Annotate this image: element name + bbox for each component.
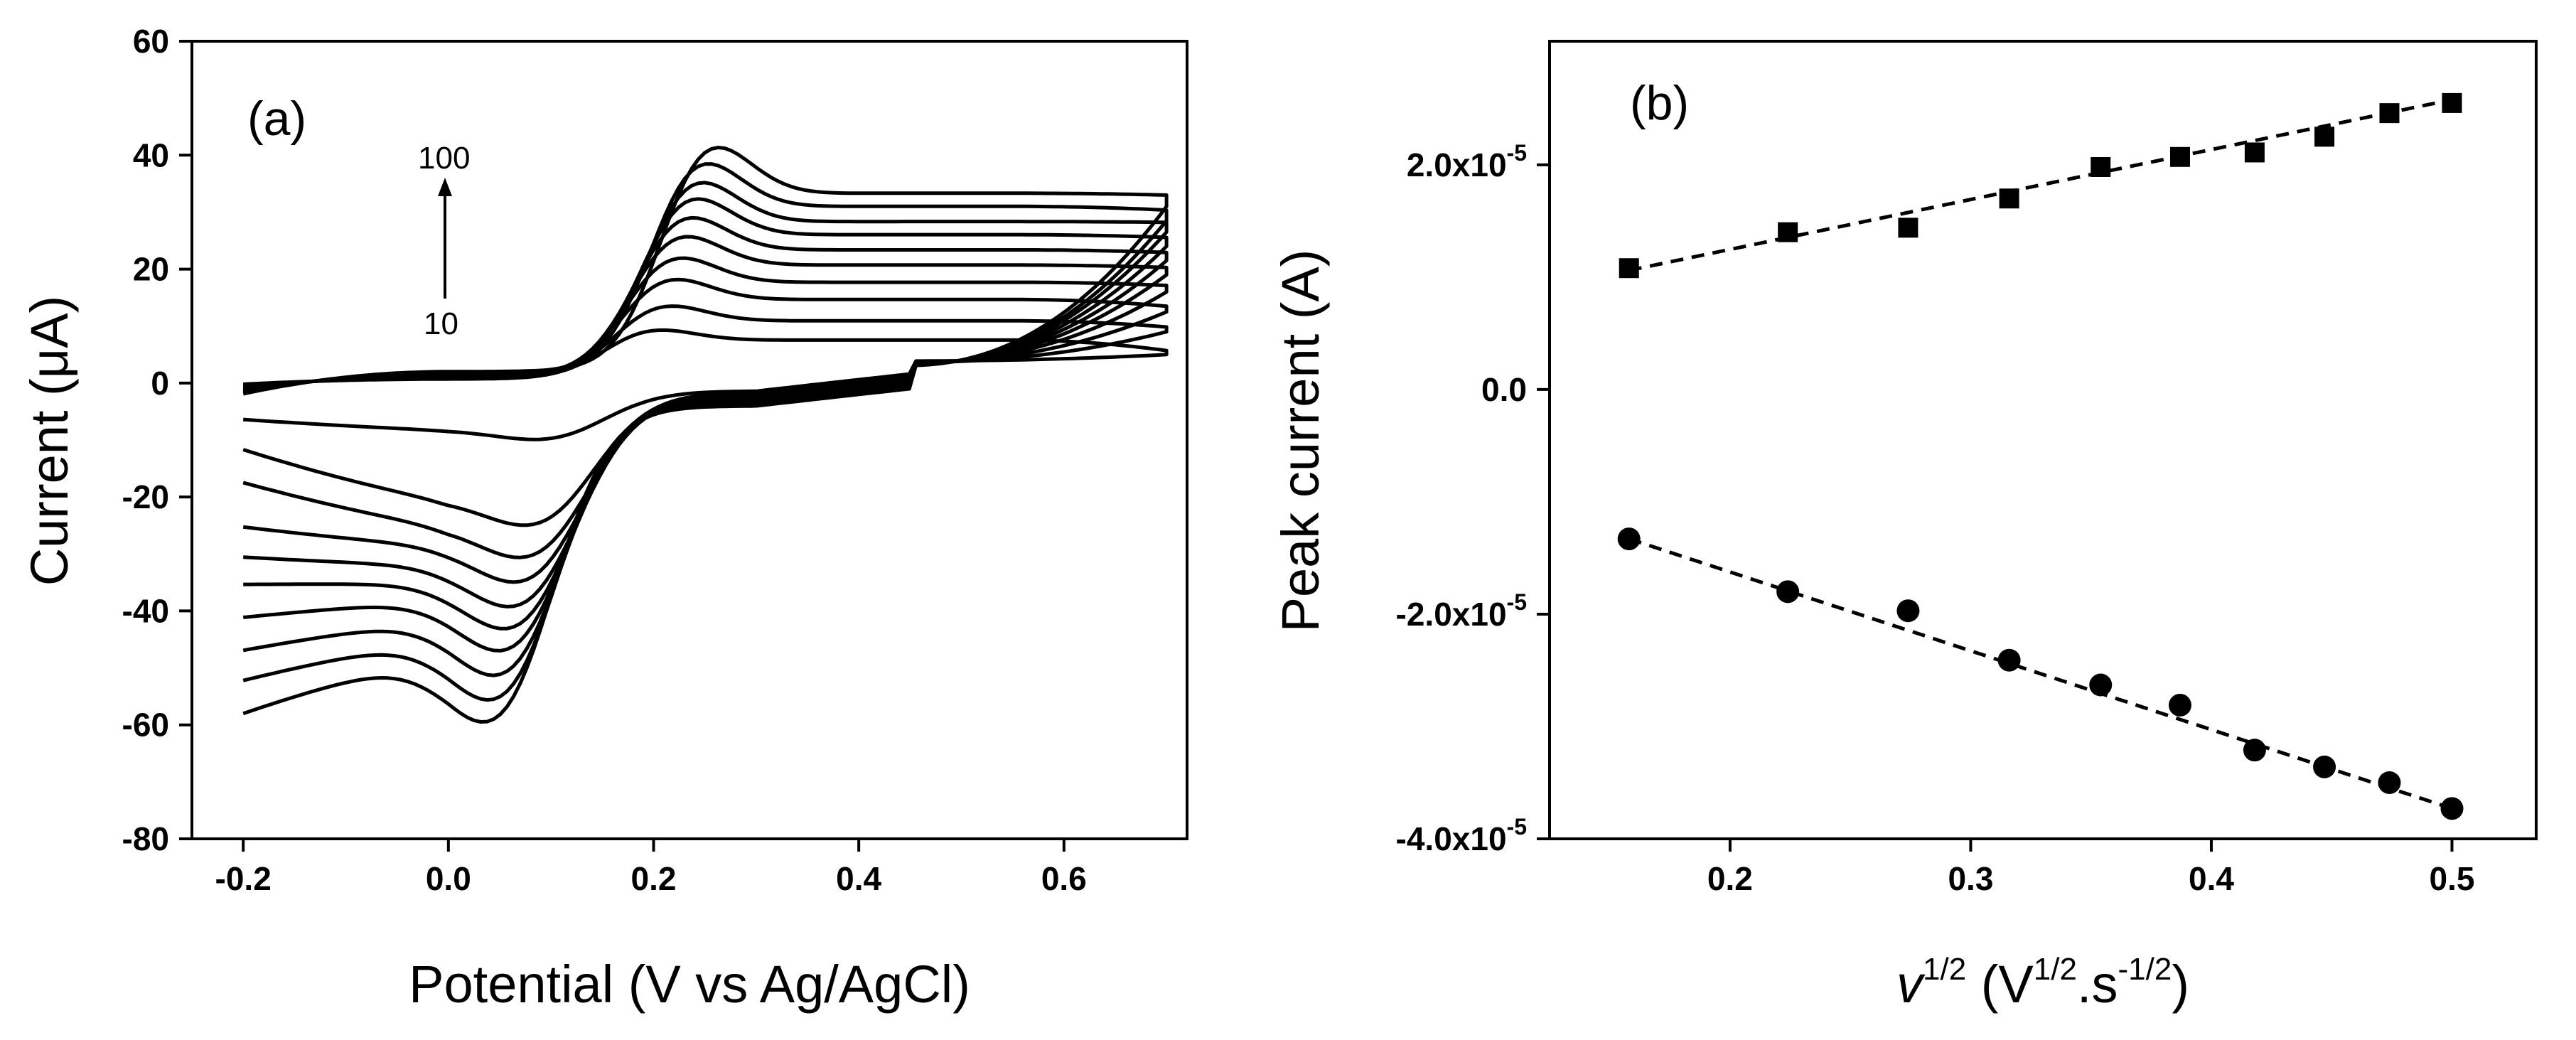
panel-b-x-tick-label: 0.4 <box>2189 860 2234 897</box>
panel-b-y-tick-exponent: -5 <box>1507 814 1527 840</box>
panel-a-x-axis-label-text: Potential (V vs Ag/AgCl) <box>409 955 970 1014</box>
panel-a-axes: -0.2 0.0 0.2 0.4 0.6 -80 -60 -40 -20 0 20 40 60 <box>122 23 1087 897</box>
panel-b-x-tick-label: 0.5 <box>2430 860 2475 897</box>
cv-curve-50 <box>242 235 1169 609</box>
panel-a-y-tick-label: -80 <box>122 820 169 857</box>
panel-b-y-tick-label: 2.0x10-5 <box>1407 140 1527 183</box>
scan-rate-low-label: 10 <box>424 306 458 341</box>
cathodic-point <box>1997 648 2021 672</box>
panel-b-y-tick-label: 0.0 <box>1481 371 1527 408</box>
anodic-point <box>2244 142 2265 163</box>
panel-a-x-tick-label: 0.2 <box>631 860 677 897</box>
cv-curve-60 <box>242 215 1169 631</box>
panel-a-y-tick-label: 20 <box>133 251 169 288</box>
x-label-part-3: .s <box>2077 955 2118 1014</box>
x-label-sup-1: 1/2 <box>1923 952 1966 987</box>
panel-a-label: (a) <box>247 92 306 146</box>
panel-b-y-tick-base: 0.0 <box>1481 371 1527 408</box>
anodic-point <box>2091 156 2111 177</box>
x-label-v: v <box>1896 955 1926 1014</box>
panel-a-y-axis-label: Current (μA) <box>20 296 79 586</box>
x-label-sup-2: 1/2 <box>2034 952 2077 987</box>
cathodic-point <box>2089 673 2113 697</box>
panel-a-x-tick-label: 0.6 <box>1041 860 1087 897</box>
panel-b-y-tick-base: -2.0x10 <box>1396 596 1507 633</box>
panel-a-y-tick-label: 60 <box>133 23 169 60</box>
anodic-point <box>1619 258 1639 279</box>
panel-a-y-tick-label: -20 <box>122 478 169 515</box>
panel-a-curves <box>242 146 1169 724</box>
panel-a-x-tick-label: -0.2 <box>215 860 272 897</box>
anodic-point <box>2169 146 2190 167</box>
scan-rate-arrowhead <box>438 178 452 196</box>
panel-b: 0.2 0.3 0.4 0.52.0x10-50.0-2.0x10-5-4.0x10-… <box>1271 40 2538 1014</box>
cv-curve-40 <box>242 256 1169 584</box>
scan-rate-high-label: 100 <box>418 141 470 176</box>
panel-a-x-tick-label: 0.0 <box>426 860 471 897</box>
anodic-point <box>2314 127 2335 147</box>
panel-b-fit-lines <box>1628 97 2453 810</box>
panel-b-y-tick-label: -4.0x10-5 <box>1396 814 1527 857</box>
cathodic-point <box>2378 771 2401 794</box>
panel-a-x-tick-label: 0.4 <box>836 860 881 897</box>
panel-a-y-tick-label: 0 <box>151 365 169 402</box>
panel-b-y-tick-exponent: -5 <box>1507 589 1527 615</box>
anodic-point <box>1898 218 1918 238</box>
cathodic-point <box>2313 755 2336 778</box>
x-label-part-2: (V <box>1966 955 2034 1014</box>
anodic-point <box>2379 103 2400 124</box>
panel-b-y-tick-exponent: -5 <box>1507 140 1527 166</box>
anodic-point <box>1999 188 2019 209</box>
x-label-sup-3: -1/2 <box>2118 952 2172 987</box>
cathodic-point <box>2168 693 2191 717</box>
cathodic-fit-line <box>1628 537 2453 810</box>
cathodic-point <box>2440 797 2464 820</box>
panel-a-y-tick-label: 40 <box>133 136 169 173</box>
panel-b-x-tick-label: 0.3 <box>1948 860 1993 897</box>
panel-b-x-tick-label: 0.2 <box>1707 860 1753 897</box>
panel-b-markers <box>1617 92 2464 820</box>
panel-b-plot-frame <box>1548 40 2538 840</box>
anodic-fit-line <box>1628 97 2453 272</box>
panel-b-y-axis-label: Peak current (A) <box>1271 250 1330 633</box>
panel-a-y-tick-label: -40 <box>122 592 169 629</box>
cv-curve-90 <box>242 162 1169 702</box>
panel-b-axes: 0.2 0.3 0.4 0.52.0x10-50.0-2.0x10-5-4.0x10-… <box>1396 140 2475 897</box>
cathodic-point <box>1896 599 1920 623</box>
x-label-end: ) <box>2172 955 2189 1014</box>
panel-a-y-tick-label: -60 <box>122 707 169 744</box>
panel-a-plot-frame <box>190 40 1188 840</box>
panel-b-y-tick-base: 2.0x10 <box>1407 146 1507 183</box>
panel-a-x-axis-label: Potential (V vs Ag/AgCl) <box>409 955 970 1014</box>
cv-curve-100 <box>242 146 1169 724</box>
cathodic-point <box>1776 580 1800 604</box>
cathodic-point <box>1617 527 1641 551</box>
panel-b-label: (b) <box>1630 76 1689 130</box>
panel-b-y-tick-base: -4.0x10 <box>1396 820 1507 857</box>
anodic-point <box>1778 222 1798 242</box>
panel-b-y-tick-label: -2.0x10-5 <box>1396 589 1527 633</box>
anodic-point <box>2442 92 2462 113</box>
cathodic-point <box>2243 739 2266 762</box>
panel-b-x-axis-label: v1/2 (V1/2.s-1/2) <box>1896 952 2189 1014</box>
